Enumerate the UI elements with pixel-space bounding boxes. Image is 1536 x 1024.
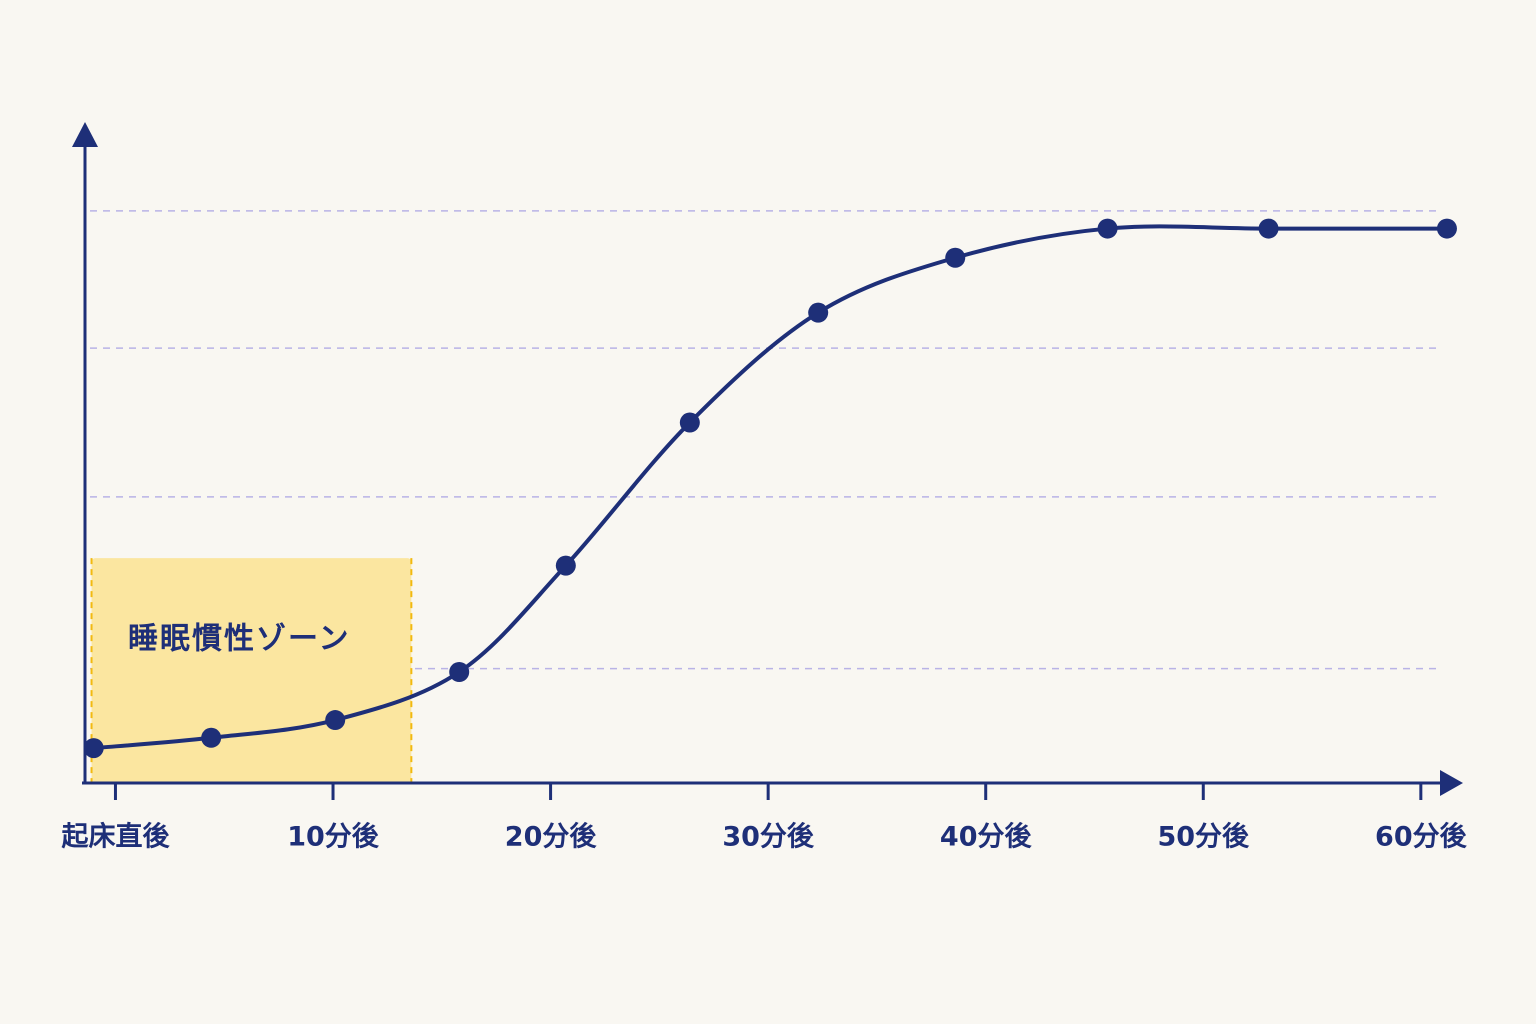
y-axis-arrow	[72, 122, 98, 147]
point	[201, 727, 222, 748]
x-tick-label: 50分後	[1157, 822, 1250, 853]
point	[945, 247, 966, 268]
x-tick-label: 40分後	[940, 822, 1033, 853]
point	[325, 710, 346, 731]
point	[1436, 218, 1457, 239]
x-tick-label: 30分後	[722, 822, 815, 853]
x-tick-label: 10分後	[287, 822, 380, 853]
x-axis-arrow	[1440, 770, 1463, 796]
x-tick-label: 起床直後	[61, 821, 170, 853]
point	[449, 661, 470, 682]
point	[555, 555, 576, 576]
zone-label: 睡眠慣性ゾーン	[128, 622, 351, 657]
point	[83, 738, 104, 759]
point	[679, 412, 700, 433]
point	[808, 302, 829, 323]
point	[1097, 218, 1118, 239]
zone	[91, 558, 412, 783]
point	[1258, 218, 1279, 239]
line	[93, 224, 1447, 751]
x-tick-label: 20分後	[505, 822, 598, 853]
x-tick-label: 60分後	[1375, 822, 1468, 853]
